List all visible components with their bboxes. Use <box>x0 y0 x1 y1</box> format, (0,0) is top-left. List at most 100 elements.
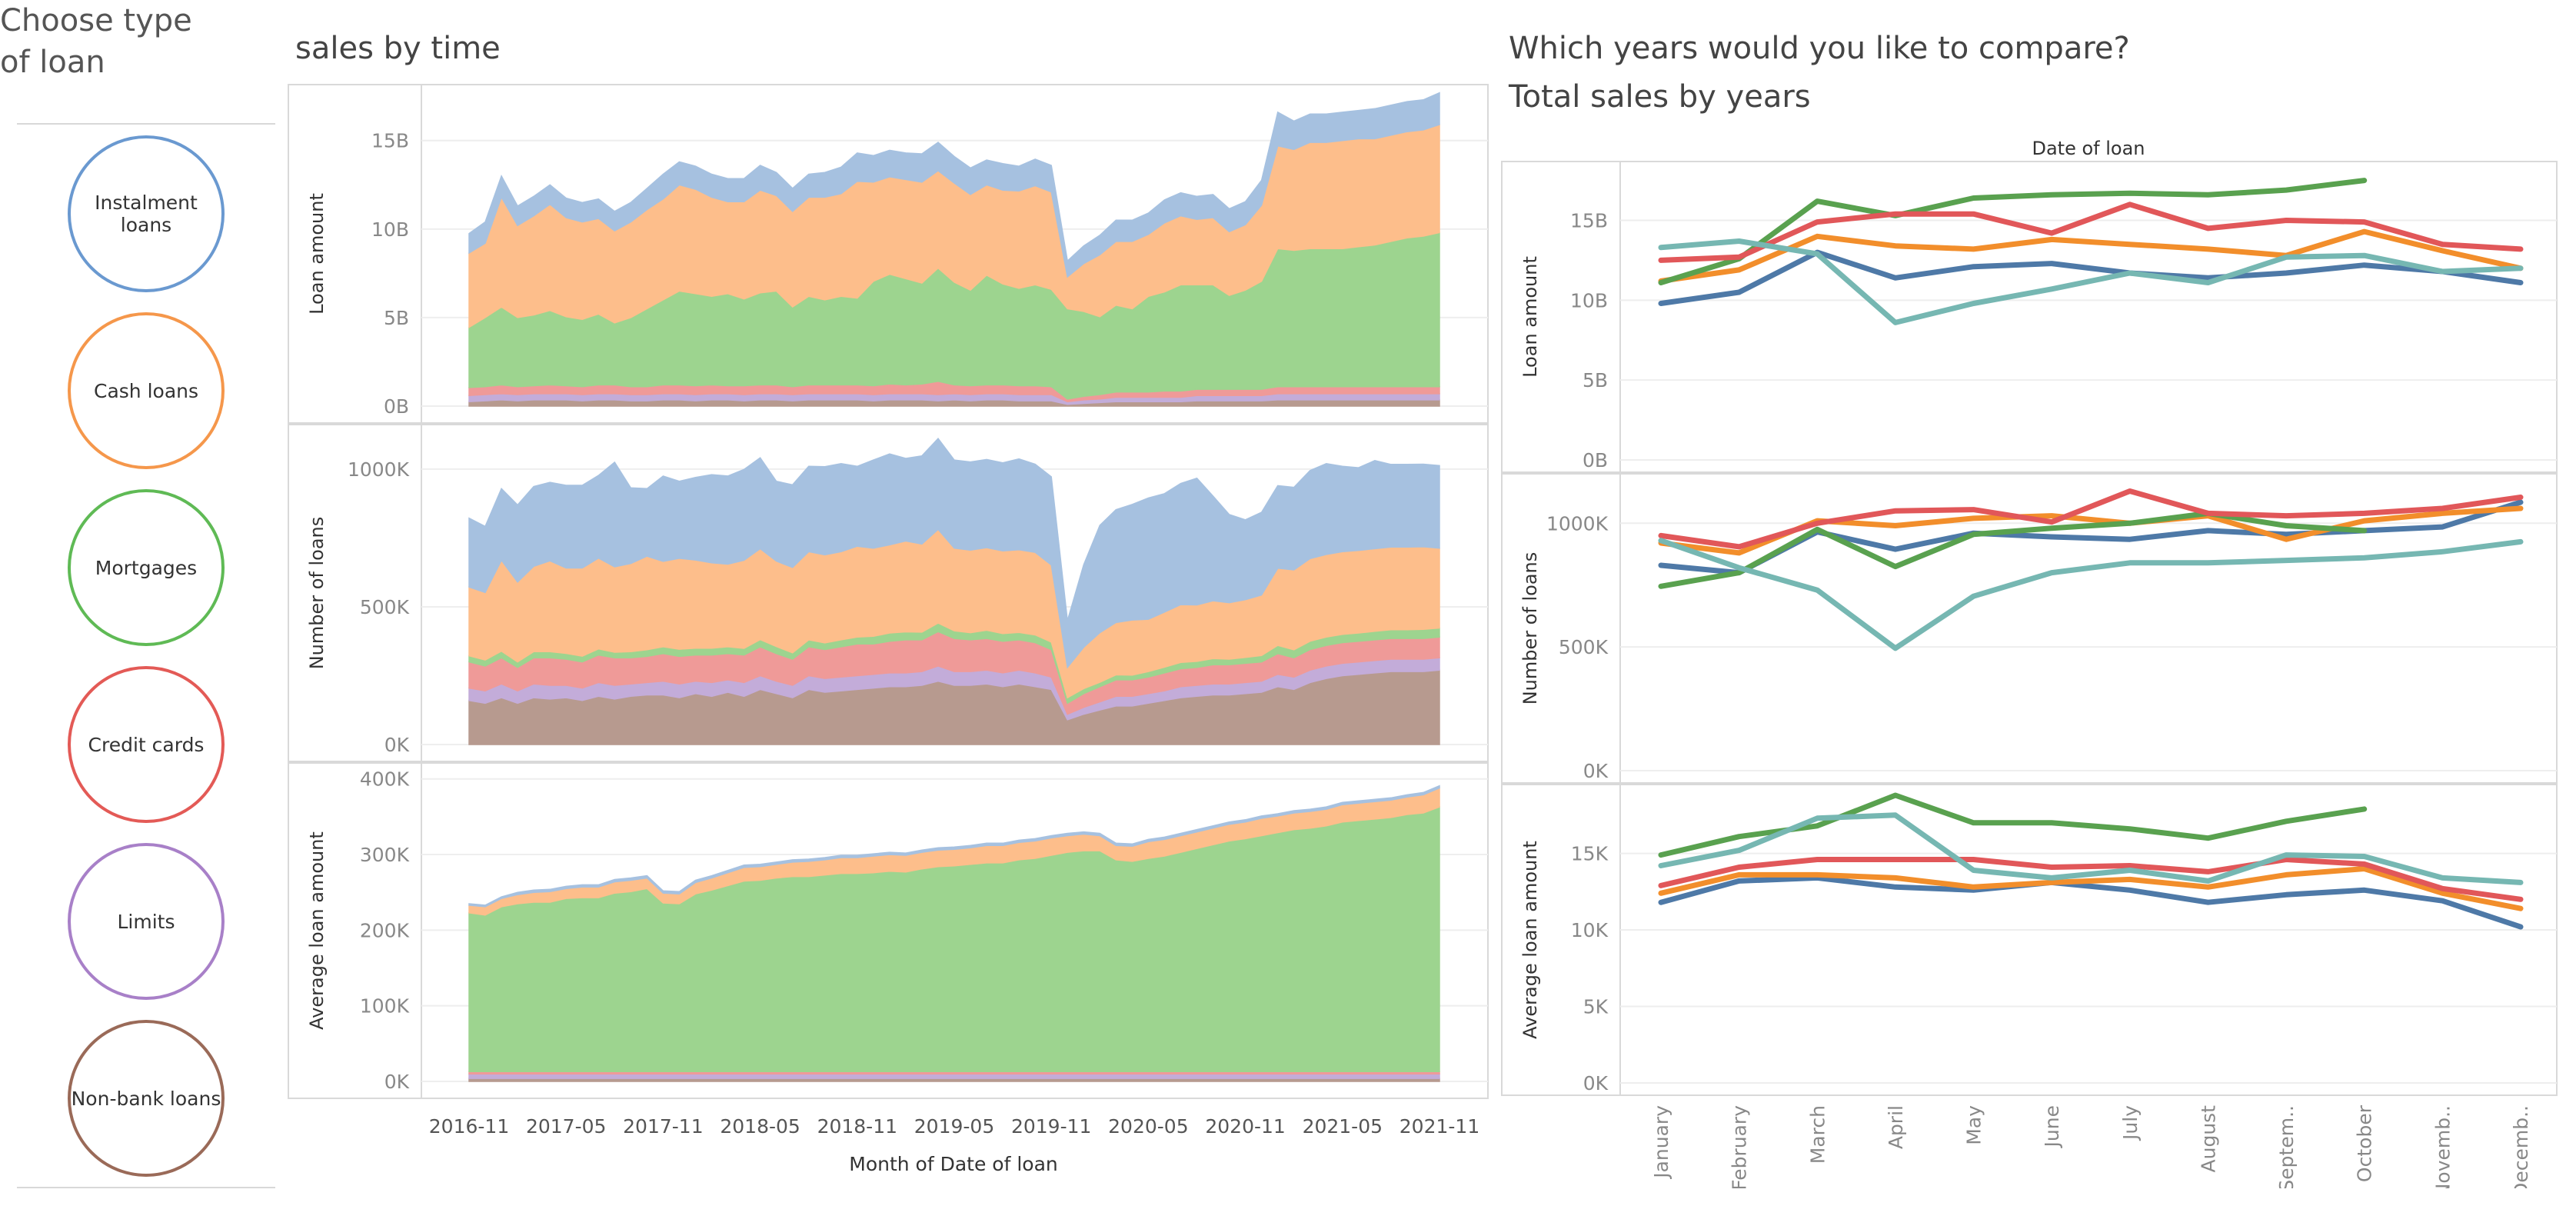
sidebar-divider-bottom <box>17 1187 275 1188</box>
panel-frame <box>288 84 1489 424</box>
panel-frame <box>1501 473 2558 784</box>
y-axis-title: Average loan amount <box>306 831 328 1030</box>
area-instalment-loans <box>468 438 1440 669</box>
y-tick-label: 15B <box>371 130 409 152</box>
line-series-4 <box>1658 857 2524 902</box>
area-panel-number-of-loans: 0K 500K 1000K Number of loans <box>288 424 1489 762</box>
year-compare-question: Which years would you like to compare? <box>1509 31 2130 66</box>
y-tick-label: 200K <box>360 919 410 941</box>
x-axis: January February March April May June July Augu… <box>1650 1104 2532 1188</box>
x-tick-label: February <box>1729 1105 1751 1188</box>
x-tick-label: May <box>1963 1105 1985 1145</box>
line-series-2 <box>1658 866 2524 911</box>
y-tick-label: 300K <box>360 844 410 866</box>
x-tick-label: April <box>1885 1105 1907 1149</box>
x-tick-label: August <box>2197 1105 2219 1173</box>
x-axis: 2016-11 2017-05 2017-11 2018-05 2018-11 2019-… <box>429 1115 1479 1175</box>
x-tick-label: 2017-11 <box>623 1115 703 1138</box>
x-tick-label: Novemb.. <box>2431 1105 2454 1188</box>
x-tick-label: 2019-05 <box>914 1115 994 1138</box>
y-tick-label: 10K <box>1571 919 1609 941</box>
y-tick-label: 500K <box>1559 636 1609 658</box>
line-series-4 <box>1658 202 2524 263</box>
panel-frame <box>288 424 1489 762</box>
y-axis-title: Number of loans <box>306 517 328 670</box>
line-panel-loan-amount: 0B 5B 10B 15B Loan amount <box>1501 161 2558 473</box>
y-tick-label: 1000K <box>348 458 410 481</box>
y-tick-label: 500K <box>360 596 410 618</box>
x-axis-title: Month of Date of loan <box>849 1153 1058 1175</box>
loan-type-button-label: Mortgages <box>95 556 198 579</box>
y-axis-title: Number of loans <box>1519 552 1541 705</box>
x-tick-label: 2021-11 <box>1399 1115 1479 1138</box>
y-tick-label: 5B <box>384 307 409 329</box>
y-tick-label: 0B <box>1583 449 1608 471</box>
x-tick-label: June <box>2041 1105 2063 1148</box>
line-series-4 <box>1658 488 2524 550</box>
x-tick-label: October <box>2354 1104 2376 1182</box>
loan-type-button-label: Limits <box>117 910 175 933</box>
loan-type-button-non-bank-loans[interactable]: Non-bank loans <box>68 1020 225 1177</box>
area-panel-average-loan-amount: 0K 100K 200K 300K 400K Average loan amount <box>288 762 1489 1099</box>
loan-type-filter-title: Choose type of loan <box>0 3 192 80</box>
x-tick-label: July <box>2119 1105 2142 1141</box>
y-tick-label: 0K <box>384 734 410 756</box>
y-tick-label: 0K <box>1583 760 1609 782</box>
total-sales-by-years-chart: Date of loan 0B 5B 10B 15B Loan amount 0K 500K 1… <box>1501 138 2558 1188</box>
y-tick-label: 15K <box>1571 843 1609 865</box>
line-series-5 <box>1658 538 2524 651</box>
y-tick-label: 0K <box>384 1071 410 1093</box>
y-tick-label: 15B <box>1570 210 1608 232</box>
loan-type-button-label: Non-bank loans <box>71 1087 221 1110</box>
loan-type-button-label: Cash loans <box>93 379 199 402</box>
loan-type-button-mortgages[interactable]: Mortgages <box>68 489 225 646</box>
y-tick-label: 0B <box>384 395 409 418</box>
loan-type-button-instalment-loans[interactable]: Instalment loans <box>68 135 225 292</box>
y-tick-label: 10B <box>1570 289 1608 311</box>
x-tick-label: Septem.. <box>2275 1105 2298 1188</box>
right-chart-title: Total sales by years <box>1509 79 1811 115</box>
sales-by-time-chart: 0B 5B 10B 15B Loan amount 0K 500K 1000K Number o… <box>288 84 1489 1175</box>
x-tick-label: 2017-05 <box>526 1115 606 1138</box>
loan-type-button-cash-loans[interactable]: Cash loans <box>68 312 225 469</box>
loan-type-button-label: Credit cards <box>88 733 205 756</box>
line-series-3 <box>1658 792 2368 858</box>
y-tick-label: 100K <box>360 995 410 1018</box>
line-series-1 <box>1658 875 2524 930</box>
y-tick-label: 0K <box>1583 1072 1609 1094</box>
panel-frame <box>1501 161 2558 473</box>
header-title: Date of loan <box>2032 138 2145 159</box>
area-instalment-loans <box>468 92 1440 278</box>
loan-type-button-limits[interactable]: Limits <box>68 843 225 1000</box>
line-series-1 <box>1658 249 2524 306</box>
area-instalment-loans <box>468 785 1440 908</box>
loan-type-button-credit-cards[interactable]: Credit cards <box>68 666 225 823</box>
left-chart-title: sales by time <box>295 31 501 66</box>
loan-type-button-label: Instalment loans <box>95 192 198 236</box>
line-series-2 <box>1658 228 2524 284</box>
y-tick-label: 5B <box>1583 369 1608 391</box>
x-tick-label: January <box>1650 1105 1672 1180</box>
x-tick-label: 2018-05 <box>720 1115 800 1138</box>
x-tick-label: 2020-11 <box>1205 1115 1285 1138</box>
y-tick-label: 400K <box>360 768 410 791</box>
x-tick-label: 2016-11 <box>429 1115 509 1138</box>
x-tick-label: Decemb.. <box>2510 1105 2532 1188</box>
y-axis-title: Loan amount <box>1519 256 1541 378</box>
line-panel-average-loan-amount: 0K 5K 10K 15K Average loan amount <box>1501 784 2558 1096</box>
x-tick-label: 2021-05 <box>1303 1115 1383 1138</box>
x-tick-label: March <box>1806 1105 1829 1164</box>
line-series-3 <box>1658 510 2368 589</box>
sidebar-divider-top <box>17 123 275 125</box>
area-non-bank-loans <box>468 399 1440 407</box>
x-tick-label: 2019-11 <box>1011 1115 1091 1138</box>
x-tick-label: 2018-11 <box>817 1115 897 1138</box>
y-tick-label: 1000K <box>1546 512 1609 535</box>
line-series-3 <box>1658 178 2368 285</box>
y-axis-title: Average loan amount <box>1519 841 1541 1039</box>
x-tick-label: 2020-05 <box>1108 1115 1188 1138</box>
panel-frame <box>1501 784 2558 1096</box>
line-series-5 <box>1658 812 2524 885</box>
y-tick-label: 10B <box>371 218 409 241</box>
